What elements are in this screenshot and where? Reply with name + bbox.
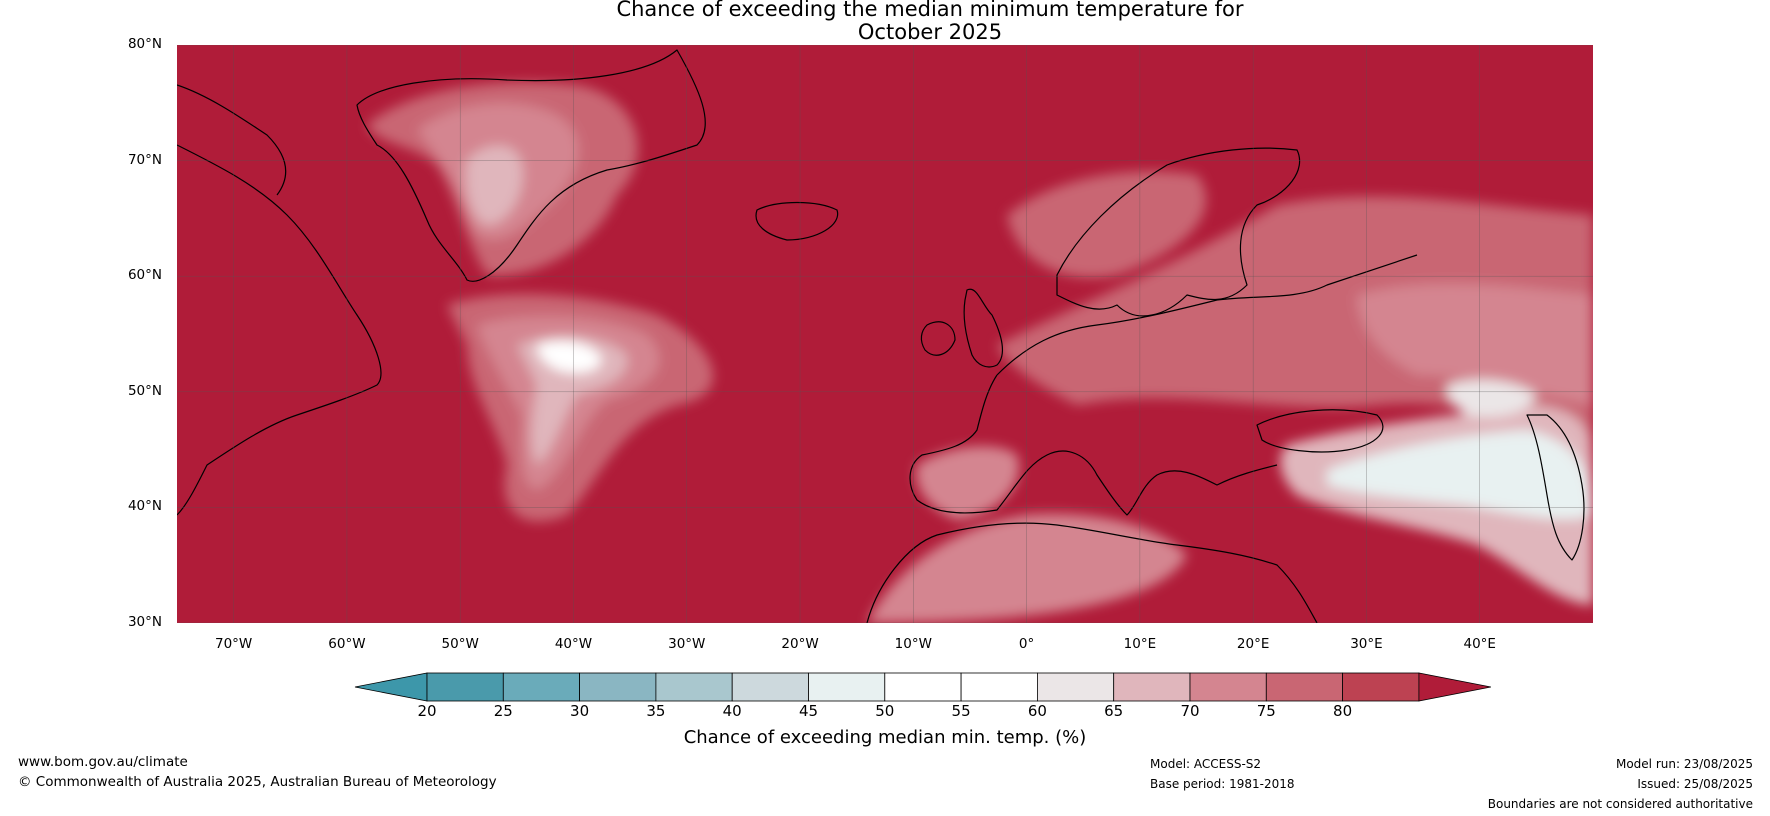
footer-model: Model: ACCESS-S2 [1150,757,1262,771]
colorbar-tick: 45 [798,702,819,720]
lon-tick-label: 0° [1018,636,1035,652]
map-title: Chance of exceeding the median minimum t… [0,0,1770,44]
lat-tick-label: 70°N [127,151,162,168]
colorbar-tick: 20 [417,702,437,720]
coastline-north-africa [866,522,1318,624]
colorbar-tick: 30 [570,702,590,720]
coastline-great-britain [963,288,1004,368]
lon-tick-label: 20°E [1236,636,1270,652]
colorbar-tick: 35 [646,702,666,720]
lon-tick-label: 20°W [781,636,819,652]
colorbar-tick: 65 [1104,702,1124,720]
colorbar-segment [1265,672,1344,702]
colorbar-segment [502,672,580,702]
lon-tick-label: 40°W [554,636,593,652]
coastline-labrador [176,144,382,516]
coastline-iceland [755,201,839,241]
colorbar-tick: 40 [722,702,742,720]
lon-tick-label: 10°E [1123,636,1157,652]
lon-tick-label: 50°W [441,636,479,652]
coastline-baffin [176,84,287,196]
lon-tick-label: 70°W [214,636,253,652]
colorbar-segment [426,672,504,702]
north-africa-shading [867,514,1187,623]
coastline-europe-south [909,374,1278,516]
coastline-caspian [1526,414,1585,561]
iberia-shading [916,446,1019,520]
footer-website: www.bom.gov.au/climate [18,754,188,770]
colorbar-segment [960,672,1038,702]
coastline-scandinavia [1056,147,1301,317]
colorbar-segment [579,672,657,702]
probability-shading [367,81,1593,623]
lat-tick-label: 30°N [127,614,162,630]
middle-east-shading-inner [1327,430,1593,520]
colorbar-tick: 25 [493,702,513,720]
colorbar-tick: 60 [1027,702,1047,720]
coastline-ireland [920,321,956,356]
lon-tick-label: 60°W [328,636,366,652]
colorbar-tick: 70 [1180,702,1200,720]
coastlines [176,49,1585,624]
coastline-europe-north [996,254,1418,376]
colorbar-tick: 55 [951,702,971,720]
colorbar-segment [1189,672,1267,702]
russia-shading [1357,283,1593,405]
lon-tick-label: 30°W [668,636,706,652]
lon-tick-label: 10°W [894,636,932,652]
atlantic-shading-core [537,340,602,373]
colorbar-segment [808,672,886,702]
footer-base-period: Base period: 1981-2018 [1150,777,1295,791]
footer-model-run: Model run: 23/08/2025 [1615,757,1753,771]
europe-shading [997,196,1593,445]
colorbar-under-arrow [354,672,428,702]
title-line-2: October 2025 [857,20,1003,44]
colorbar-tick: 80 [1333,702,1353,720]
footer-issued: Issued: 25/08/2025 [1637,777,1753,791]
lat-tick-label: 40°N [127,498,162,515]
colorbar-segment [1037,672,1115,702]
colorbar-over-arrow [1418,672,1491,702]
lat-tick-label: 80°N [127,36,162,52]
lat-tick-label: 50°N [127,382,162,399]
footer-disclaimer: Boundaries are not considered authoritat… [1487,797,1753,811]
coastline-greenland [356,49,706,282]
colorbar [354,672,1491,702]
colorbar-tick: 50 [875,702,895,720]
colorbar-segment [731,672,809,702]
lat-tick-label: 60°N [127,267,162,284]
lon-tick-label: 40°E [1463,636,1496,652]
colorbar-tick: 75 [1256,702,1276,720]
footer-copyright: © Commonwealth of Australia 2025, Austra… [18,774,497,790]
coastline-black-sea [1256,409,1384,453]
colorbar-title: Chance of exceeding median min. temp. (%… [683,727,1087,748]
map-canvas [176,44,1593,624]
colorbar-segment [884,672,962,702]
colorbar-segment [655,672,733,702]
title-line-1: Chance of exceeding the median minimum t… [616,0,1244,21]
colorbar-segment [1113,672,1191,702]
caspian-shading [1446,379,1537,417]
scandinavia-shading [1007,171,1206,278]
colorbar-segment [1342,672,1420,702]
greenland-shading-inner [465,145,523,225]
lon-tick-label: 30°E [1350,636,1383,652]
probability-map [176,44,1593,624]
atlantic-shading-inner [517,336,628,465]
